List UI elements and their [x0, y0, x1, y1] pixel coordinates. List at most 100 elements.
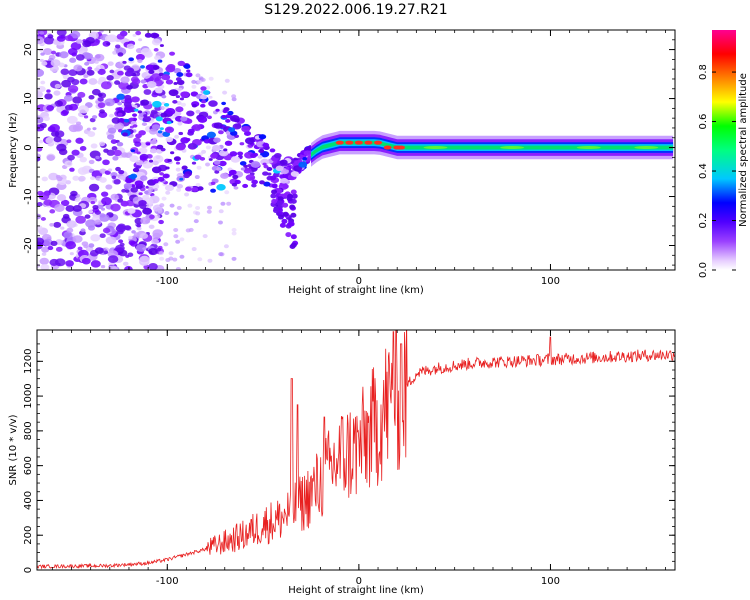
heatmap-cell	[176, 187, 182, 192]
colorbar-ticks: 0.0 0.2 0.4 0.6 0.8	[698, 64, 736, 278]
heatmap-cell	[117, 52, 124, 57]
snr-xtick-label: 0	[356, 576, 362, 587]
heatmap-cell	[62, 213, 70, 219]
heatmap-hotspot	[374, 140, 383, 145]
heatmap-cell	[183, 64, 191, 69]
heatmap-cell	[66, 139, 72, 144]
heatmap-cell	[148, 262, 158, 270]
heatmap-cell	[41, 176, 48, 182]
heatmap-cell	[108, 168, 113, 172]
heatmap-cell	[115, 166, 121, 172]
heatmap-cell	[160, 112, 168, 118]
heatmap-cell	[118, 117, 125, 122]
heatmap-cell	[92, 127, 97, 131]
snr-ylabel: SNR (10 * v/v)	[8, 414, 19, 485]
heatmap-cell	[152, 65, 160, 70]
heatmap-cell	[54, 100, 63, 107]
heatmap-cell	[71, 149, 80, 156]
heatmap-cell	[84, 214, 91, 219]
snr-ytick-label: 600	[23, 456, 34, 475]
heatmap-cell	[287, 193, 294, 199]
heatmap-cell	[241, 125, 251, 133]
heatmap-cell	[72, 235, 83, 243]
heatmap-cell	[53, 221, 62, 228]
heatmap-cell	[132, 167, 140, 173]
heatmap-cell	[220, 172, 229, 179]
heatmap-cell	[175, 95, 181, 99]
heatmap-cell	[175, 167, 181, 172]
heatmap-cell	[247, 164, 252, 168]
heatmap-cell	[40, 80, 46, 85]
heatmap-cell	[218, 149, 229, 157]
heatmap-cell	[221, 101, 227, 106]
heatmap-cell	[176, 184, 184, 189]
heatmap-cell	[150, 109, 158, 115]
heatmap-cell	[226, 201, 232, 206]
heatmap-cell	[185, 186, 192, 192]
heatmap-cell	[136, 223, 142, 228]
heatmap-cell	[195, 183, 201, 188]
heatmap-cell	[179, 237, 185, 242]
heatmap-cell	[151, 124, 161, 130]
heatmap-cell	[194, 154, 202, 160]
heatmap-cell	[179, 254, 185, 259]
heatmap-cell	[72, 124, 84, 132]
heatmap-cell	[56, 30, 67, 37]
heatmap-cell	[162, 131, 171, 137]
heatmap-cell	[206, 115, 212, 120]
heatmap-cell	[72, 175, 80, 181]
heatmap-cell	[152, 179, 159, 184]
heatmap-cell	[135, 30, 142, 36]
heatmap-cell	[210, 181, 216, 186]
heatmap-cell	[152, 100, 162, 108]
heatmap-cell	[258, 149, 265, 154]
heatmap-cell	[173, 227, 179, 232]
heatmap-cell	[117, 223, 126, 230]
heatmap-cell	[167, 158, 172, 163]
heatmap-cell	[158, 251, 164, 256]
heatmap-cell	[135, 243, 147, 252]
heatmap-cell	[223, 244, 229, 249]
heatmap-cell	[222, 90, 228, 95]
heatmap-cell	[176, 205, 182, 210]
heatmap-cell	[187, 203, 193, 208]
heatmap-cell	[49, 222, 55, 227]
heatmap-cell	[132, 78, 141, 85]
heatmap-cell	[288, 221, 295, 227]
heatmap-hotspot	[345, 140, 354, 145]
heatmap-hotspot	[500, 146, 525, 150]
heatmap-cell	[103, 250, 109, 255]
heatmap-cell	[95, 100, 100, 104]
heatmap-cell	[161, 94, 167, 99]
snr-xtick-label: 100	[541, 576, 560, 587]
heatmap-cell	[208, 158, 213, 161]
heatmap-cell	[85, 219, 97, 228]
heatmap-cell	[40, 263, 50, 270]
heatmap-cell	[133, 232, 140, 237]
heatmap-hotspot	[354, 140, 363, 145]
heatmap-cell	[218, 209, 224, 214]
heatmap-cell	[168, 251, 174, 256]
heatmap-cell	[83, 74, 89, 79]
heatmap-cell	[128, 235, 133, 240]
heatmap-cell	[152, 229, 164, 238]
snr-frame	[36, 329, 676, 571]
heatmap-cell	[159, 127, 164, 131]
heatmap-cell	[68, 69, 78, 77]
heatmap-cell	[157, 59, 163, 63]
heatmap-cell	[39, 257, 49, 265]
heatmap-cell	[101, 207, 106, 211]
heatmap-cell	[138, 192, 143, 196]
heatmap-cell	[271, 183, 278, 189]
heatmap-cell	[193, 219, 199, 224]
heatmap-cell	[49, 209, 56, 214]
heatmap-cell	[140, 256, 146, 261]
heatmap-cell	[159, 44, 164, 47]
heatmap-cell	[165, 65, 176, 73]
spectrogram-heatmap	[37, 30, 674, 270]
heatmap-cell	[159, 106, 165, 111]
heatmap-cell	[245, 174, 256, 181]
